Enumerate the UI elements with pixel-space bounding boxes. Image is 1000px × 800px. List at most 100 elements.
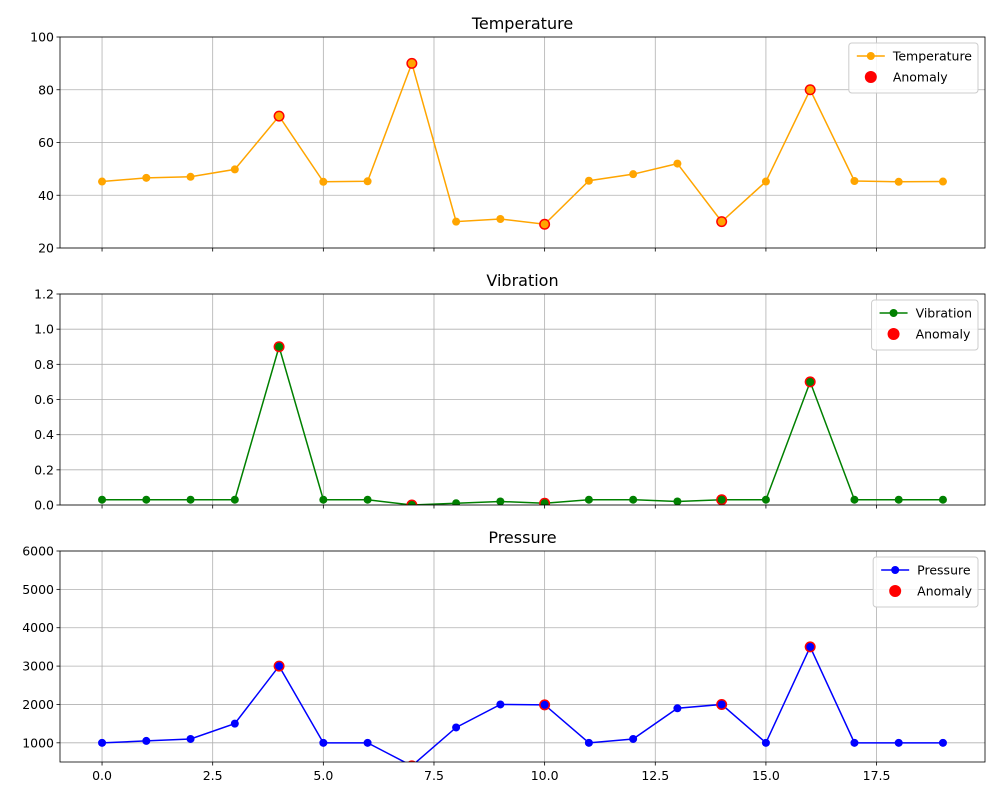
legend-point-marker (866, 52, 875, 60)
data-point (230, 165, 239, 174)
data-point (938, 177, 947, 186)
data-point (673, 497, 682, 505)
y-tick-label: 0.2 (34, 462, 54, 477)
x-tick-label: 2.5 (203, 768, 223, 783)
x-tick-label: 10.0 (531, 768, 559, 783)
y-tick-label: 0.4 (34, 427, 54, 442)
legend: Pressure Anomaly (872, 556, 979, 608)
legend-anomaly-marker (889, 585, 902, 597)
legend-anomaly-marker (887, 328, 900, 340)
data-point (584, 738, 593, 747)
series-line-pressure (102, 645, 943, 762)
y-tick-label: 3000 (22, 659, 54, 674)
legend-label: Temperature (892, 49, 972, 64)
legend-label: Anomaly (893, 70, 948, 85)
data-point (452, 217, 461, 226)
subplot-vibration: 0.0 0.2 0.4 0.6 0.8 1.0 1.2 Vibration Vibration A… (34, 271, 986, 513)
data-point (142, 736, 151, 745)
data-point (496, 497, 505, 505)
data-point (363, 495, 372, 504)
data-point (452, 723, 461, 732)
data-point (410, 761, 413, 762)
data-point (584, 495, 593, 504)
data-point (275, 342, 284, 351)
data-point (319, 495, 328, 504)
data-point (540, 499, 549, 505)
data-point (142, 495, 151, 504)
x-tick-label: 7.5 (424, 768, 444, 783)
y-tick-label: 80 (38, 82, 54, 97)
data-point (363, 177, 372, 186)
legend: Vibration Anomaly (871, 299, 979, 351)
y-tick-label: 2000 (22, 697, 54, 712)
data-point (629, 495, 638, 504)
data-point (673, 159, 682, 168)
y-tick-label: 60 (38, 135, 54, 150)
data-point (496, 214, 505, 223)
data-point (407, 501, 416, 505)
data-point (98, 495, 107, 504)
x-tick-label: 0.0 (92, 768, 112, 783)
data-point (407, 59, 416, 68)
legend-label: Anomaly (917, 584, 972, 599)
legend-point-marker (891, 566, 900, 574)
y-tick-label: 1000 (22, 735, 54, 750)
data-point (673, 704, 682, 713)
data-point (894, 495, 903, 504)
y-tick-label: 0.6 (34, 392, 54, 407)
data-point (850, 495, 859, 504)
x-tick-label: 5.0 (313, 768, 333, 783)
legend-anomaly-marker (864, 71, 877, 83)
data-point (275, 112, 284, 121)
data-point (98, 177, 107, 186)
subplot-temperature: 20 40 60 80 100 Temperature Temperature Anomaly (30, 14, 986, 256)
legend-label: Pressure (917, 563, 971, 578)
data-point (806, 377, 815, 386)
data-point (806, 642, 815, 651)
subplot-title: Pressure (488, 528, 556, 547)
x-tick-label: 12.5 (641, 768, 669, 783)
data-point (275, 662, 284, 671)
legend-point-marker (889, 309, 898, 317)
data-point (761, 177, 770, 186)
y-tick-label: 4000 (22, 620, 54, 635)
data-point (938, 738, 947, 747)
y-tick-label: 0.8 (34, 357, 54, 372)
data-point (363, 738, 372, 747)
legend: Temperature Anomaly (848, 42, 979, 94)
data-point (806, 85, 815, 94)
data-point (761, 738, 770, 747)
data-point (452, 499, 461, 505)
data-point (850, 177, 859, 186)
y-tick-label: 1.0 (34, 322, 54, 337)
data-point (761, 495, 770, 504)
data-point (142, 173, 151, 182)
data-point (850, 738, 859, 747)
axes-frame (59, 550, 986, 763)
data-point (319, 738, 328, 747)
subplot-title: Temperature (471, 14, 573, 33)
y-tick-label: 40 (38, 188, 54, 203)
data-point (584, 176, 593, 185)
series-line-vibration (102, 344, 943, 505)
data-point (98, 738, 107, 747)
data-point (540, 700, 549, 709)
data-point (894, 177, 903, 186)
data-point (717, 495, 726, 504)
y-tick-label: 20 (38, 241, 54, 256)
data-point (410, 761, 413, 762)
anomaly-point (407, 760, 416, 762)
data-point (938, 495, 947, 504)
data-point (186, 734, 195, 743)
legend-label: Anomaly (916, 327, 971, 342)
data-point (230, 719, 239, 728)
data-point (186, 172, 195, 181)
y-tick-label: 5000 (22, 582, 54, 597)
data-point (717, 217, 726, 226)
data-point (186, 495, 195, 504)
y-tick-label: 100 (30, 30, 54, 45)
x-tick-label: 17.5 (863, 768, 891, 783)
data-point (629, 170, 638, 179)
data-point (319, 177, 328, 186)
